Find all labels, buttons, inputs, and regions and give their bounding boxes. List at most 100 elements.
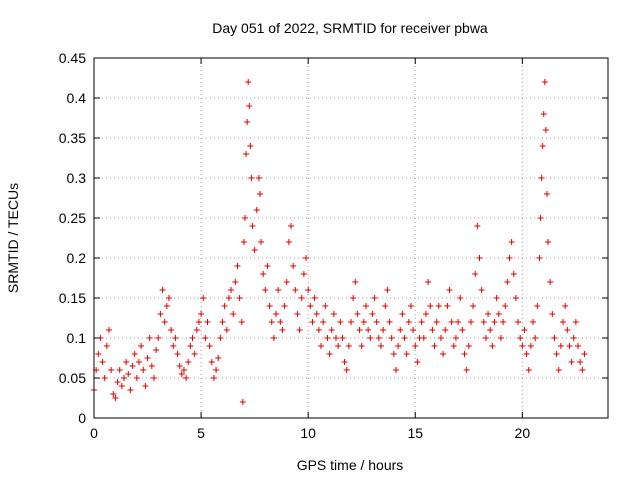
data-point	[248, 175, 255, 181]
data-point	[519, 343, 526, 349]
data-point	[335, 343, 342, 349]
data-point	[358, 343, 365, 349]
y-tick-label: 0.25	[59, 210, 86, 226]
data-point	[283, 279, 290, 285]
data-point	[273, 311, 280, 317]
data-point	[247, 143, 254, 149]
data-point	[198, 311, 205, 317]
data-point	[510, 271, 517, 277]
data-point	[382, 303, 389, 309]
data-point	[538, 175, 545, 181]
data-point	[246, 103, 253, 109]
data-point	[463, 367, 470, 373]
data-point	[579, 367, 586, 373]
data-point	[228, 287, 235, 293]
data-point	[245, 79, 252, 85]
data-point	[307, 303, 314, 309]
data-point	[405, 319, 412, 325]
x-tick-labels: 0 5 10 15 20	[90, 425, 530, 441]
data-point	[508, 239, 515, 245]
data-point	[480, 319, 487, 325]
data-point	[185, 359, 192, 365]
data-point	[275, 287, 282, 293]
y-tick-label: 0.45	[59, 50, 86, 66]
data-point	[114, 379, 121, 385]
x-tick-label: 10	[300, 425, 316, 441]
data-point	[103, 343, 110, 349]
data-point	[537, 215, 544, 221]
data-point	[256, 191, 263, 197]
data-point	[352, 279, 359, 285]
data-point	[493, 295, 500, 301]
data-point	[478, 287, 485, 293]
data-point	[123, 359, 130, 365]
y-tick-labels: 0 0.05 0.1 0.15 0.2 0.25 0.3 0.35 0.4 0.45	[59, 50, 86, 426]
data-point	[135, 359, 142, 365]
data-point	[239, 399, 246, 405]
data-point	[437, 335, 444, 341]
data-point	[539, 143, 546, 149]
data-point	[292, 287, 299, 293]
data-point	[215, 355, 222, 361]
data-point	[489, 343, 496, 349]
data-point	[495, 311, 502, 317]
data-point	[440, 351, 447, 357]
data-point	[566, 343, 573, 349]
data-point	[110, 391, 117, 397]
data-point	[427, 303, 434, 309]
data-point	[219, 319, 226, 325]
data-point	[435, 303, 442, 309]
data-point	[127, 387, 134, 393]
data-point	[375, 335, 382, 341]
data-point	[255, 175, 262, 181]
data-point	[373, 319, 380, 325]
data-point	[230, 311, 237, 317]
data-point	[153, 347, 160, 353]
data-point	[290, 263, 297, 269]
data-point	[542, 127, 549, 133]
data-point	[384, 287, 391, 293]
y-axis-title: SRMTID / TECUs	[5, 183, 21, 293]
data-point	[266, 303, 273, 309]
data-point	[300, 271, 307, 277]
data-point	[536, 255, 543, 261]
data-point	[101, 375, 108, 381]
grid	[94, 58, 608, 418]
data-point	[116, 367, 123, 373]
data-point	[264, 263, 271, 269]
data-point	[362, 303, 369, 309]
data-point	[112, 395, 119, 401]
data-point	[512, 295, 519, 301]
data-point	[367, 335, 374, 341]
x-tick-label: 0	[90, 425, 98, 441]
y-tick-label: 0.05	[59, 370, 86, 386]
data-point	[315, 327, 322, 333]
data-point	[108, 367, 115, 373]
data-point	[431, 343, 438, 349]
data-point	[429, 327, 436, 333]
data-point	[268, 319, 275, 325]
data-point	[131, 351, 138, 357]
data-point	[157, 311, 164, 317]
data-point	[345, 343, 352, 349]
data-point	[380, 327, 387, 333]
data-point	[474, 223, 481, 229]
data-point	[277, 319, 284, 325]
data-point	[534, 303, 541, 309]
data-point	[425, 279, 432, 285]
data-point	[213, 367, 220, 373]
data-point	[442, 327, 449, 333]
data-point	[210, 375, 217, 381]
data-point	[208, 359, 215, 365]
data-point	[234, 263, 241, 269]
data-point	[527, 343, 534, 349]
y-tick-label: 0.35	[59, 130, 86, 146]
data-point	[392, 367, 399, 373]
data-point	[472, 271, 479, 277]
data-point	[120, 375, 127, 381]
data-point	[433, 319, 440, 325]
data-point	[564, 327, 571, 333]
data-point	[337, 319, 344, 325]
data-point	[296, 327, 303, 333]
